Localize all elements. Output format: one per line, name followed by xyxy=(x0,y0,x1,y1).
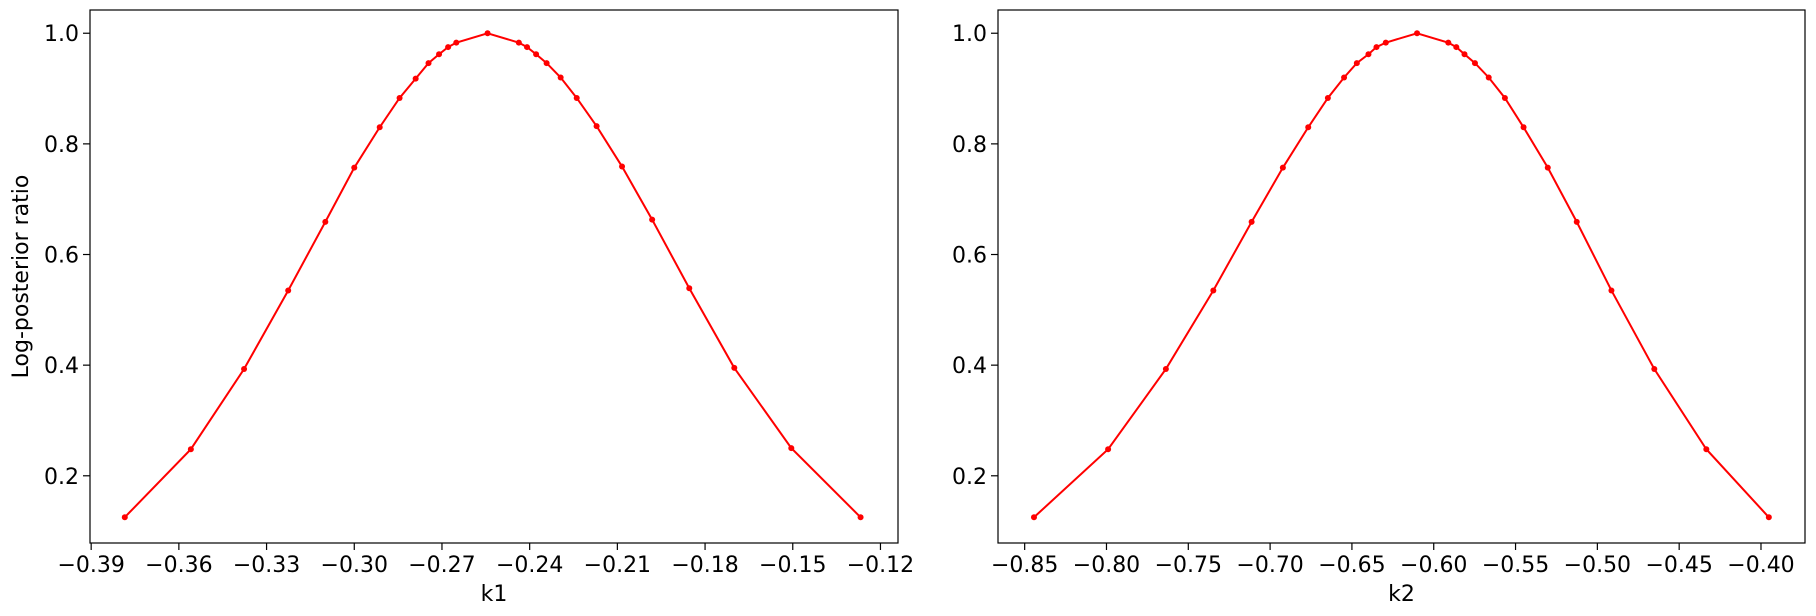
x-tick-label: −0.80 xyxy=(1073,553,1140,578)
x-tick-label: −0.65 xyxy=(1318,553,1385,578)
data-point xyxy=(1703,446,1710,453)
data-point xyxy=(573,94,580,101)
data-line xyxy=(1033,32,1770,519)
data-point xyxy=(484,30,491,37)
y-tick-label: 0.6 xyxy=(952,244,987,269)
data-point xyxy=(322,218,329,225)
data-point xyxy=(533,51,540,58)
data-point xyxy=(445,44,452,51)
y-tick-label: 0.4 xyxy=(952,354,987,379)
data-point xyxy=(1365,51,1372,58)
data-point xyxy=(436,51,443,58)
data-point xyxy=(453,39,460,46)
x-tick-label: −0.85 xyxy=(991,553,1058,578)
data-line xyxy=(124,32,862,518)
data-point xyxy=(1544,164,1551,171)
data-point xyxy=(376,124,383,131)
data-point xyxy=(593,123,600,130)
y-tick-label: 1.0 xyxy=(44,22,79,47)
data-point xyxy=(515,39,522,46)
data-point xyxy=(1305,124,1312,131)
data-point xyxy=(241,366,248,373)
x-tick-label: −0.15 xyxy=(759,553,826,578)
data-point xyxy=(1353,60,1360,67)
data-point xyxy=(1471,60,1478,67)
y-axis-label: Log-posterior ratio xyxy=(9,175,34,379)
y-tick-label: 0.4 xyxy=(44,354,79,379)
y-tick-label: 0.8 xyxy=(44,133,79,158)
data-point xyxy=(396,94,403,101)
data-point xyxy=(425,60,432,67)
x-tick-label: −0.45 xyxy=(1645,553,1712,578)
data-point xyxy=(1453,44,1460,51)
x-tick-label: −0.24 xyxy=(496,553,563,578)
data-point xyxy=(1210,287,1217,294)
plot-frame xyxy=(997,9,1806,544)
y-tick-label: 0.6 xyxy=(44,244,79,269)
y-tick-label: 0.2 xyxy=(44,465,79,490)
data-point xyxy=(788,445,795,452)
data-point xyxy=(857,514,864,521)
x-tick-label: −0.50 xyxy=(1564,553,1631,578)
data-point xyxy=(1324,94,1331,101)
data-point xyxy=(1461,51,1468,58)
data-point xyxy=(524,44,531,51)
x-axis-label: k1 xyxy=(481,582,508,607)
x-tick-label: −0.55 xyxy=(1482,553,1549,578)
x-tick-label: −0.30 xyxy=(321,553,388,578)
data-point xyxy=(285,287,292,294)
data-point xyxy=(731,364,738,371)
x-tick-label: −0.70 xyxy=(1236,553,1303,578)
x-axis-label: k2 xyxy=(1388,582,1415,607)
data-point xyxy=(1765,514,1772,521)
x-tick-label: −0.33 xyxy=(233,553,300,578)
y-tick-label: 0.2 xyxy=(952,465,987,490)
data-point xyxy=(351,164,358,171)
x-tick-label: −0.27 xyxy=(408,553,475,578)
data-point xyxy=(543,60,550,67)
data-point xyxy=(686,285,693,292)
x-tick-label: −0.12 xyxy=(847,553,914,578)
data-point xyxy=(1651,366,1658,373)
x-tick-label: −0.75 xyxy=(1155,553,1222,578)
data-point xyxy=(1162,366,1169,373)
data-point xyxy=(187,446,194,453)
data-point xyxy=(1341,74,1348,81)
x-tick-label: −0.18 xyxy=(671,553,738,578)
plot-frame xyxy=(89,9,899,544)
x-tick-label: −0.21 xyxy=(584,553,651,578)
data-point xyxy=(1105,446,1112,453)
data-point xyxy=(412,75,419,82)
data-point xyxy=(1248,218,1255,225)
x-tick-label: −0.40 xyxy=(1727,553,1794,578)
data-point xyxy=(1573,218,1580,225)
data-point xyxy=(1501,94,1508,101)
data-point xyxy=(1445,39,1452,46)
data-point xyxy=(619,163,626,170)
data-point xyxy=(1382,39,1389,46)
x-tick-label: −0.60 xyxy=(1400,553,1467,578)
data-point xyxy=(557,74,564,81)
data-point xyxy=(649,216,656,223)
data-point xyxy=(1608,287,1615,294)
data-point xyxy=(1414,30,1421,37)
data-point xyxy=(121,514,128,521)
data-point xyxy=(1030,514,1037,521)
y-tick-label: 1.0 xyxy=(952,22,987,47)
x-tick-label: −0.36 xyxy=(145,553,212,578)
data-point xyxy=(1373,44,1380,51)
data-point xyxy=(1485,74,1492,81)
y-tick-label: 0.8 xyxy=(952,133,987,158)
data-point xyxy=(1520,124,1527,131)
x-tick-label: −0.39 xyxy=(57,553,124,578)
data-point xyxy=(1279,164,1286,171)
